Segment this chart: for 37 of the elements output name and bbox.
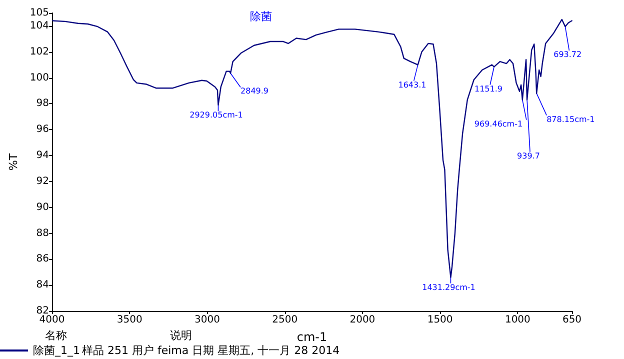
y-tick-label: 88 (36, 228, 49, 239)
x-tick-label: 2500 (272, 314, 298, 326)
y-tick-label: 82 (36, 306, 49, 316)
y-tick-label: 102 (30, 46, 49, 58)
y-tick-label: 98 (36, 98, 49, 110)
x-tick-label: 650 (562, 314, 582, 326)
y-tick-label: 94 (36, 150, 49, 162)
x-tick-label: 2000 (350, 314, 376, 326)
chart-title: 除菌 (250, 10, 272, 23)
annotation: 969.46cm-1 (474, 119, 523, 128)
text: 样品 251 用户 feima 日期 星期五, 十一月 28 2014 (82, 344, 340, 357)
y-tick-label: 105 (30, 8, 49, 18)
annotation: 1643.1 (398, 80, 426, 90)
annotation: 1151.9 (474, 84, 502, 94)
annotation: 878.15cm-1 (546, 114, 595, 124)
annotation: 2849.9 (240, 86, 269, 96)
x-tick-label: 4000 (39, 314, 65, 326)
y-tick-label: 96 (36, 124, 49, 136)
y-axis-title: %T (7, 153, 20, 171)
text: 名称 (45, 329, 67, 342)
annotation: 2929.05cm-1 (190, 110, 243, 120)
annotation: 693.72 (554, 50, 582, 60)
y-tick-label: 92 (36, 176, 49, 187)
x-axis-title: cm-1 (296, 330, 328, 344)
annotation: 939.7 (517, 151, 540, 160)
annotation: 1431.29cm-1 (422, 282, 476, 292)
x-tick-label: 3500 (116, 314, 142, 326)
y-tick-label: 86 (36, 254, 49, 265)
y-tick-label: 84 (36, 280, 49, 291)
x-tick-label: 3000 (194, 314, 220, 326)
x-tick-label: 1500 (427, 314, 453, 326)
text: 说明 (170, 329, 192, 342)
y-tick-label: 90 (36, 202, 49, 213)
legend-label: 除菌_1_1 (33, 344, 80, 357)
y-tick-label: 100 (30, 72, 49, 84)
x-tick-label: 1000 (504, 314, 530, 326)
y-tick-label: 104 (30, 20, 49, 32)
